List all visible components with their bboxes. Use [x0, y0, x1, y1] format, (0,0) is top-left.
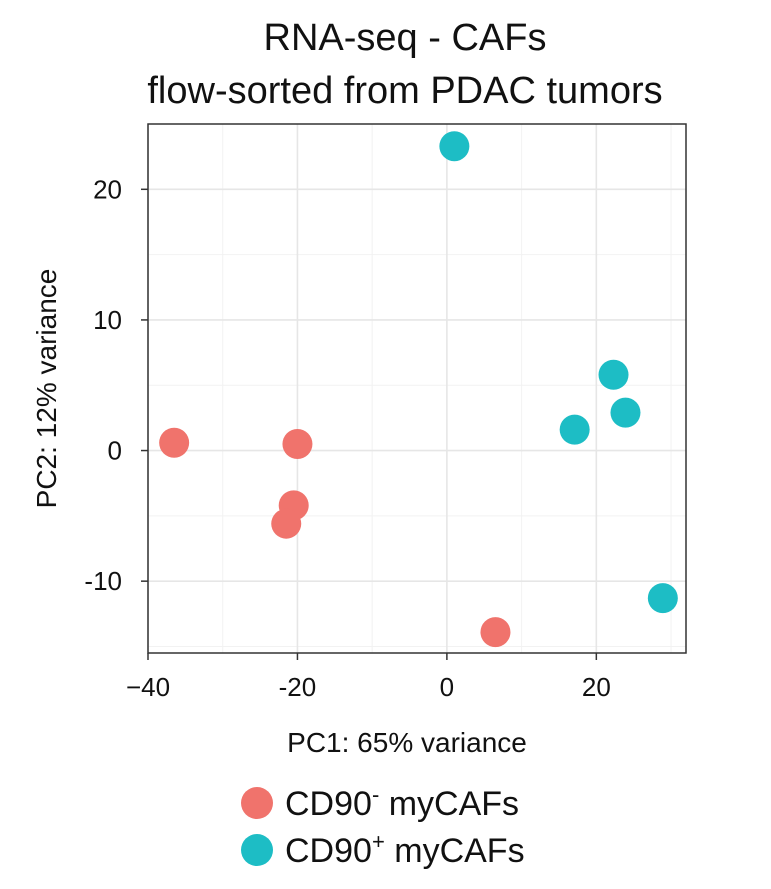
data-point: [480, 617, 511, 648]
y-tick-label: 10: [93, 305, 122, 335]
chart-title-line-2: flow-sorted from PDAC tumors: [147, 70, 662, 112]
data-point: [159, 427, 190, 458]
data-point: [559, 414, 590, 445]
legend-superscript: +: [372, 829, 385, 854]
legend-superscript: -: [372, 782, 379, 807]
y-tick-label: -10: [84, 566, 122, 596]
data-point: [647, 583, 678, 614]
x-axis-label: PC1: 65% variance: [287, 727, 527, 758]
y-tick-label: 0: [108, 436, 122, 466]
x-tick-label: 20: [582, 672, 611, 702]
legend-swatch: [241, 834, 273, 866]
y-tick-label: 20: [93, 174, 122, 204]
legend-name: CD90: [285, 832, 372, 870]
y-axis-label: PC2: 12% variance: [31, 269, 62, 509]
legend-label: CD90+ myCAFs: [285, 829, 525, 870]
data-point: [439, 131, 470, 162]
data-point: [271, 508, 302, 539]
plot-panel: [148, 124, 686, 653]
legend-item-1: CD90- myCAFs: [241, 782, 519, 823]
chart-title-line-1: RNA-seq - CAFs: [264, 17, 547, 59]
legend-item-2: CD90+ myCAFs: [241, 829, 525, 870]
legend-suffix: myCAFs: [379, 785, 519, 823]
data-point: [598, 359, 629, 390]
legend-label: CD90- myCAFs: [285, 782, 519, 823]
x-tick-label: −40: [126, 672, 170, 702]
plot-border: [147, 123, 687, 654]
legend-suffix: myCAFs: [385, 832, 525, 870]
x-tick-label: 0: [440, 672, 454, 702]
x-tick-label: -20: [279, 672, 317, 702]
legend-swatch: [241, 787, 273, 819]
legend-name: CD90: [285, 785, 372, 823]
data-point: [610, 397, 641, 428]
data-point: [282, 429, 313, 460]
